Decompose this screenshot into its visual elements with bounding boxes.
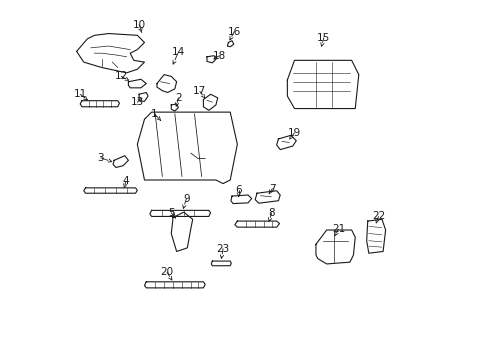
Text: 20: 20	[160, 267, 173, 277]
Text: 19: 19	[287, 128, 301, 138]
Text: 5: 5	[167, 208, 174, 218]
Text: 13: 13	[130, 97, 143, 107]
Text: 18: 18	[212, 51, 225, 61]
Text: 8: 8	[268, 208, 274, 218]
Text: 3: 3	[98, 153, 104, 163]
Text: 21: 21	[331, 224, 345, 234]
Text: 23: 23	[216, 244, 229, 253]
Text: 17: 17	[193, 86, 206, 96]
Text: 6: 6	[235, 185, 242, 195]
Text: 1: 1	[151, 109, 158, 119]
Text: 22: 22	[371, 211, 384, 221]
Text: 16: 16	[227, 27, 240, 37]
Text: 14: 14	[171, 47, 184, 57]
Text: 10: 10	[132, 19, 145, 30]
Text: 2: 2	[175, 93, 182, 103]
Text: 15: 15	[317, 33, 330, 43]
Text: 11: 11	[73, 89, 87, 99]
Text: 9: 9	[183, 194, 189, 204]
Text: 12: 12	[114, 71, 128, 81]
Text: 7: 7	[268, 184, 275, 194]
Text: 4: 4	[122, 176, 129, 186]
